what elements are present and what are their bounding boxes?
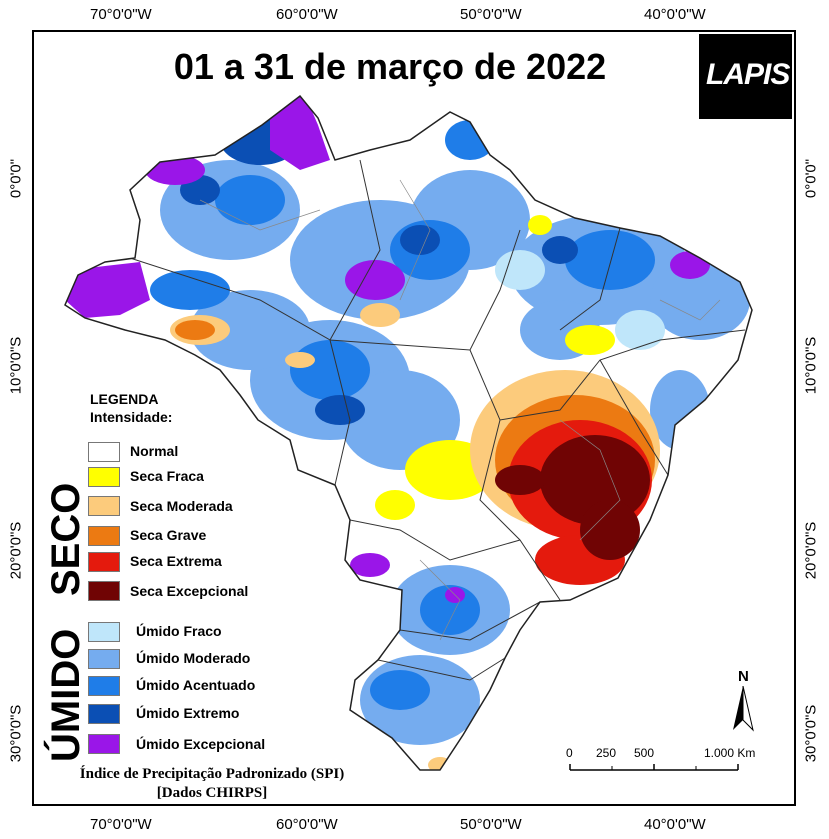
legend-label-seca-fraca: Seca Fraca bbox=[130, 468, 204, 484]
legend-label-seca-grave: Seca Grave bbox=[130, 527, 207, 543]
credit-index-name: Índice de Precipitação Padronizado (SPI) bbox=[79, 766, 345, 782]
legend-swatch-umido-acentuado bbox=[88, 676, 120, 696]
north-label: N bbox=[738, 668, 749, 685]
legend-swatch-seca-excepcional bbox=[88, 581, 120, 601]
coord-top-40w: 40°0'0"W bbox=[644, 6, 706, 23]
coord-top-60w: 60°0'0"W bbox=[276, 6, 338, 23]
coord-bottom-50w: 50°0'0"W bbox=[460, 816, 522, 833]
scale-label-250: 250 bbox=[596, 746, 617, 760]
coord-bottom-40w: 40°0'0"W bbox=[644, 816, 706, 833]
legend-label-seca-extrema: Seca Extrema bbox=[130, 553, 222, 569]
legend-swatch-seca-extrema bbox=[88, 552, 120, 572]
legend-label-umido-moderado: Úmido Moderado bbox=[136, 650, 251, 666]
legend-swatch-umido-extremo bbox=[88, 704, 120, 724]
lapis-logo bbox=[699, 34, 792, 119]
legend-label-normal: Normal bbox=[130, 443, 179, 459]
coord-top-50w: 50°0'0"W bbox=[460, 6, 522, 23]
legend-swatch-seca-fraca bbox=[88, 467, 120, 487]
legend-label-umido-acentuado: Úmido Acentuado bbox=[136, 677, 256, 693]
legend-label-umido-fraco: Úmido Fraco bbox=[136, 623, 222, 639]
lapis-logo-text: LAPIS bbox=[706, 58, 790, 91]
scale-bar bbox=[569, 764, 739, 771]
credit-data-source: [Dados CHIRPS] bbox=[156, 785, 268, 801]
legend-swatch-seca-moderada bbox=[88, 496, 120, 516]
north-arrow-icon bbox=[733, 686, 754, 732]
legend-label-seca-excepcional: Seca Excepcional bbox=[130, 583, 249, 599]
legend-swatch-seca-grave bbox=[88, 526, 120, 546]
coord-bottom-70w: 70°0'0"W bbox=[90, 816, 152, 833]
legend-label-umido-extremo: Úmido Extremo bbox=[136, 705, 240, 721]
legend-label-seca-moderada: Seca Moderada bbox=[130, 498, 233, 514]
legend-label-umido-excepcional: Úmido Excepcional bbox=[136, 736, 266, 752]
legend-group-dry: SECO bbox=[44, 482, 88, 596]
legend-swatch-normal bbox=[88, 442, 120, 462]
legend-heading: LEGENDA bbox=[90, 391, 159, 407]
legend-group-wet: ÚMIDO bbox=[44, 628, 88, 762]
scale-label-0: 0 bbox=[566, 746, 573, 760]
coord-bottom-60w: 60°0'0"W bbox=[276, 816, 338, 833]
map-title: 01 a 31 de março de 2022 bbox=[173, 46, 607, 87]
legend-swatch-umido-moderado bbox=[88, 649, 120, 669]
scale-label-1000: 1.000 Km bbox=[704, 746, 756, 760]
legend-swatch-umido-fraco bbox=[88, 622, 120, 642]
legend-swatch-umido-excepcional bbox=[88, 734, 120, 754]
scale-label-500: 500 bbox=[634, 746, 655, 760]
coord-top-70w: 70°0'0"W bbox=[90, 6, 152, 23]
legend-subheading: Intensidade: bbox=[90, 409, 173, 425]
